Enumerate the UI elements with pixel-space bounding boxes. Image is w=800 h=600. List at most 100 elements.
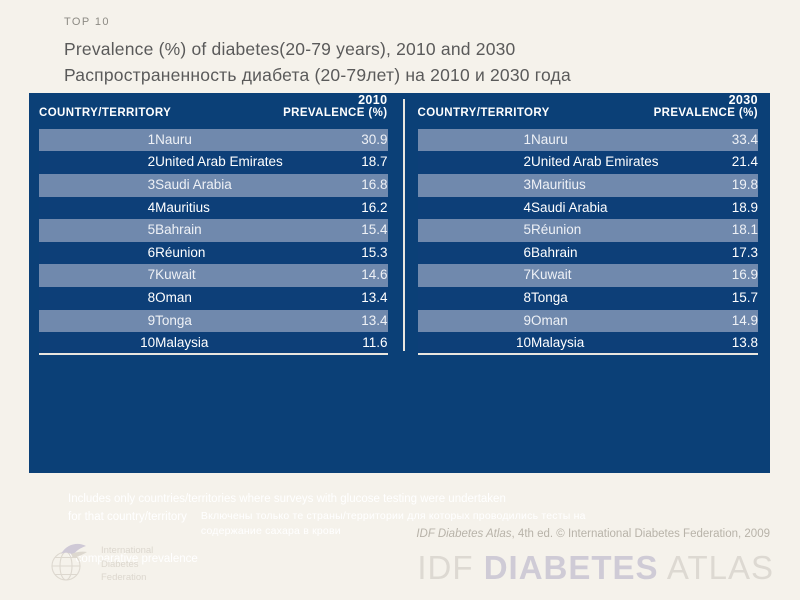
wordmark-atlas: ATLAS (658, 549, 774, 586)
row-country: Tonga (155, 309, 272, 333)
table-row[interactable]: 4 Saudi Arabia 18.9 (417, 196, 758, 220)
row-country: Saudi Arabia (155, 174, 272, 197)
table-row[interactable]: 10 Malaysia 11.6 (39, 332, 388, 355)
row-value: 16.2 (271, 196, 388, 220)
row-value: 15.3 (271, 241, 388, 265)
row-value: 13.4 (271, 309, 388, 333)
row-rank: 2 (417, 151, 531, 175)
row-country: Saudi Arabia (531, 196, 645, 220)
table-2030-body: 1 Nauru 33.4 2 United Arab Emirates 21.4 3 Ma… (417, 128, 758, 355)
row-rank: 1 (39, 128, 156, 152)
header-country-2030: COUNTRY/TERRITORY (417, 107, 550, 119)
row-country: Oman (531, 309, 645, 333)
row-rank: 3 (39, 174, 156, 197)
table-row[interactable]: 2 United Arab Emirates 21.4 (417, 151, 758, 175)
row-country: Malaysia (155, 332, 272, 355)
header-prevalence-2010: 2010 PREVALENCE (%) (271, 93, 387, 129)
row-rank: 2 (39, 151, 156, 175)
source-credit: IDF Diabetes Atlas, 4th ed. © Internatio… (416, 528, 770, 540)
table-row[interactable]: 8 Tonga 15.7 (417, 287, 758, 310)
header-year-2030: 2030 (728, 93, 758, 107)
row-value: 16.8 (271, 174, 388, 197)
row-rank: 3 (417, 174, 531, 197)
wordmark-diabetes: DIABETES (483, 549, 659, 586)
table-row[interactable]: 6 Réunion 15.3 (39, 241, 388, 265)
row-rank: 6 (417, 241, 531, 265)
table-row[interactable]: 3 Mauritius 19.8 (417, 174, 758, 197)
row-country: Kuwait (531, 264, 645, 288)
row-country: Oman (155, 287, 272, 310)
row-rank: 6 (39, 241, 156, 265)
row-value: 13.8 (644, 332, 758, 355)
header-prevalence-label-2010: PREVALENCE (%) (283, 107, 388, 119)
table-row[interactable]: 9 Oman 14.9 (417, 309, 758, 333)
table-row[interactable]: 3 Saudi Arabia 16.8 (39, 174, 388, 197)
table-2030-header-row: COUNTRY/TERRITORY 2030 PREVALENCE (%) (418, 93, 759, 129)
row-country: Kuwait (155, 264, 272, 288)
row-rank: 8 (39, 287, 156, 310)
row-rank: 10 (417, 332, 531, 355)
row-rank: 4 (417, 196, 531, 220)
table-2030-head: COUNTRY/TERRITORY 2030 PREVALENCE (%) (418, 93, 759, 129)
idf-logo-line2: Diabetes (101, 558, 139, 570)
row-country: United Arab Emirates (531, 151, 659, 175)
row-country: Nauru (531, 128, 645, 152)
row-value: 16.9 (644, 264, 758, 288)
idf-globe-bird-icon (45, 540, 93, 589)
table-row[interactable]: 4 Mauritius 16.2 (39, 196, 388, 220)
header-year-2010: 2010 (358, 93, 388, 107)
table-row[interactable]: 10 Malaysia 13.8 (417, 332, 758, 355)
table-row[interactable]: 5 Réunion 18.1 (417, 219, 758, 242)
idf-logo: International Diabetes Federation (45, 540, 153, 589)
row-rank: 8 (417, 287, 531, 310)
row-rank: 9 (39, 309, 156, 333)
footnote-russian-line1: Включены только те страны/территории для… (200, 509, 586, 522)
table-row[interactable]: 7 Kuwait 16.9 (417, 264, 758, 288)
wordmark-idf: IDF (417, 549, 484, 586)
row-value: 15.4 (271, 219, 388, 242)
idf-logo-text: International Diabetes Federation (101, 544, 153, 584)
table-row[interactable]: 2 United Arab Emirates 18.7 (39, 151, 388, 175)
idf-logo-line1: International (101, 545, 154, 557)
slide-header: TOP 10 Prevalence (%) of diabetes(20-79 … (64, 16, 764, 86)
table-row[interactable]: 1 Nauru 33.4 (417, 128, 758, 152)
row-rank: 7 (417, 264, 531, 288)
table-row[interactable]: 5 Bahrain 15.4 (39, 219, 388, 242)
row-rank: 7 (39, 264, 156, 288)
row-value: 11.6 (271, 332, 388, 355)
footnote-comparative-prevalence: * comparative prevalence (68, 553, 198, 566)
row-value: 14.9 (644, 309, 758, 333)
row-rank: 10 (39, 332, 156, 355)
row-value: 13.4 (271, 287, 388, 310)
row-value: 18.9 (644, 196, 758, 220)
row-rank: 5 (39, 219, 156, 242)
header-country-2010: COUNTRY/TERRITORY (39, 107, 172, 119)
table-row[interactable]: 7 Kuwait 14.6 (39, 264, 388, 288)
footnote-russian: Включены только те страны/территории для… (201, 509, 586, 541)
row-country: Bahrain (531, 241, 645, 265)
credit-publication-title: IDF Diabetes Atlas (416, 528, 512, 540)
row-value: 17.3 (644, 241, 758, 265)
footnote-english-line1: Includes only countries/territories wher… (68, 493, 506, 505)
table-row[interactable]: 9 Tonga 13.4 (39, 309, 388, 333)
row-value: 18.7 (271, 151, 388, 175)
table-2010-header-row: COUNTRY/TERRITORY 2010 PREVALENCE (%) (39, 93, 388, 129)
table-row[interactable]: 8 Oman 13.4 (39, 287, 388, 310)
row-value: 30.9 (271, 128, 388, 152)
table-row[interactable]: 1 Nauru 30.9 (39, 128, 388, 152)
row-country: Bahrain (155, 219, 272, 242)
page-title-russian: Распространенность диабета (20-79лет) на… (64, 65, 571, 85)
row-value: 18.1 (644, 219, 758, 242)
table-2010-body: 1 Nauru 30.9 2 United Arab Emirates 18.7 3 Sa… (39, 128, 388, 355)
page-title-english: Prevalence (%) of diabetes(20-79 years),… (64, 39, 516, 59)
credit-edition-copyright: , 4th ed. © International Diabetes Feder… (511, 528, 770, 540)
header-prevalence-2030: 2030 PREVALENCE (%) (645, 93, 759, 129)
table-row[interactable]: 6 Bahrain 17.3 (417, 241, 758, 265)
footnote-english-line2: for that country/territory (68, 510, 187, 523)
row-country: Malaysia (531, 332, 645, 355)
